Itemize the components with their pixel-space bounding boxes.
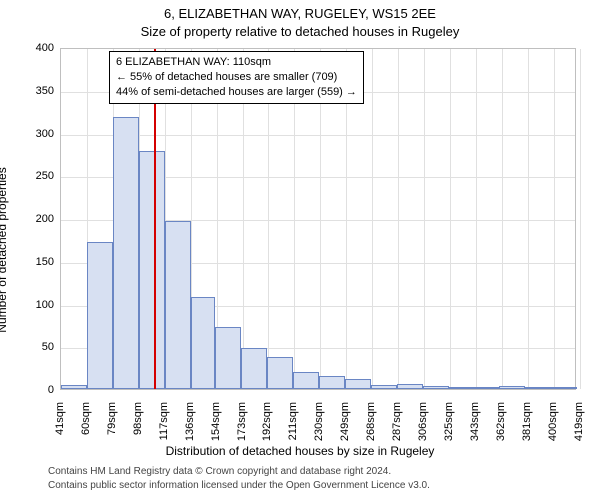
y-tick-label: 50	[24, 341, 54, 353]
x-tick-label: 79sqm	[106, 402, 118, 452]
x-tick-label: 381sqm	[521, 402, 533, 452]
x-tick-label: 230sqm	[313, 402, 325, 452]
x-tick-label: 268sqm	[365, 402, 377, 452]
y-tick-label: 150	[24, 256, 54, 268]
x-tick-label: 362sqm	[495, 402, 507, 452]
histogram-bar	[345, 379, 371, 389]
gridline-v	[580, 49, 581, 389]
x-tick-label: 400sqm	[547, 402, 559, 452]
histogram-bar	[397, 384, 423, 389]
histogram-bar	[267, 357, 293, 389]
histogram-bar	[165, 221, 191, 389]
histogram-bar	[241, 348, 267, 389]
histogram-bar	[113, 117, 139, 389]
x-tick-label: 154sqm	[210, 402, 222, 452]
x-tick-label: 249sqm	[339, 402, 351, 452]
y-tick-label: 400	[24, 42, 54, 54]
histogram-bar	[87, 242, 113, 389]
y-tick-label: 250	[24, 170, 54, 182]
annotation-box: 6 ELIZABETHAN WAY: 110sqm ← 55% of detac…	[109, 51, 364, 104]
gridline-v	[528, 49, 529, 389]
gridline-v	[398, 49, 399, 389]
histogram-bar	[449, 387, 474, 389]
x-tick-label: 343sqm	[469, 402, 481, 452]
y-tick-label: 0	[24, 384, 54, 396]
annotation-line2: ← 55% of detached houses are smaller (70…	[116, 70, 357, 85]
x-tick-label: 136sqm	[184, 402, 196, 452]
histogram-bar	[215, 327, 241, 389]
gridline-v	[554, 49, 555, 389]
x-tick-label: 325sqm	[443, 402, 455, 452]
chart-title-sub: Size of property relative to detached ho…	[0, 24, 600, 39]
histogram-bar	[191, 297, 216, 389]
x-tick-label: 192sqm	[261, 402, 273, 452]
x-tick-label: 41sqm	[54, 402, 66, 452]
histogram-bar	[551, 387, 577, 389]
y-tick-label: 300	[24, 128, 54, 140]
x-tick-label: 419sqm	[573, 402, 585, 452]
x-tick-label: 287sqm	[391, 402, 403, 452]
histogram-bar	[293, 372, 319, 389]
histogram-bar	[473, 387, 499, 389]
gridline-v	[372, 49, 373, 389]
x-tick-label: 173sqm	[236, 402, 248, 452]
x-tick-label: 60sqm	[80, 402, 92, 452]
annotation-line3: 44% of semi-detached houses are larger (…	[116, 85, 357, 100]
y-tick-label: 350	[24, 85, 54, 97]
attribution-line2: Contains public sector information licen…	[0, 480, 600, 491]
y-tick-label: 100	[24, 299, 54, 311]
histogram-bar	[371, 385, 397, 389]
chart-container: { "chart": { "type": "histogram", "title…	[0, 0, 600, 500]
x-tick-label: 98sqm	[132, 402, 144, 452]
gridline-v	[502, 49, 503, 389]
gridline-v	[450, 49, 451, 389]
y-tick-label: 200	[24, 213, 54, 225]
gridline-v	[476, 49, 477, 389]
x-tick-label: 117sqm	[158, 402, 170, 452]
histogram-bar	[319, 376, 345, 389]
histogram-bar	[423, 386, 449, 389]
histogram-bar	[499, 386, 525, 389]
histogram-bar	[61, 385, 87, 389]
x-tick-label: 306sqm	[417, 402, 429, 452]
gridline-v	[424, 49, 425, 389]
histogram-bar	[525, 387, 551, 389]
plot-area: 6 ELIZABETHAN WAY: 110sqm ← 55% of detac…	[60, 48, 576, 390]
chart-title-main: 6, ELIZABETHAN WAY, RUGELEY, WS15 2EE	[0, 6, 600, 21]
attribution-line1: Contains HM Land Registry data © Crown c…	[0, 466, 600, 477]
histogram-bar	[139, 151, 165, 389]
x-tick-label: 211sqm	[287, 402, 299, 452]
annotation-line1: 6 ELIZABETHAN WAY: 110sqm	[116, 55, 357, 70]
